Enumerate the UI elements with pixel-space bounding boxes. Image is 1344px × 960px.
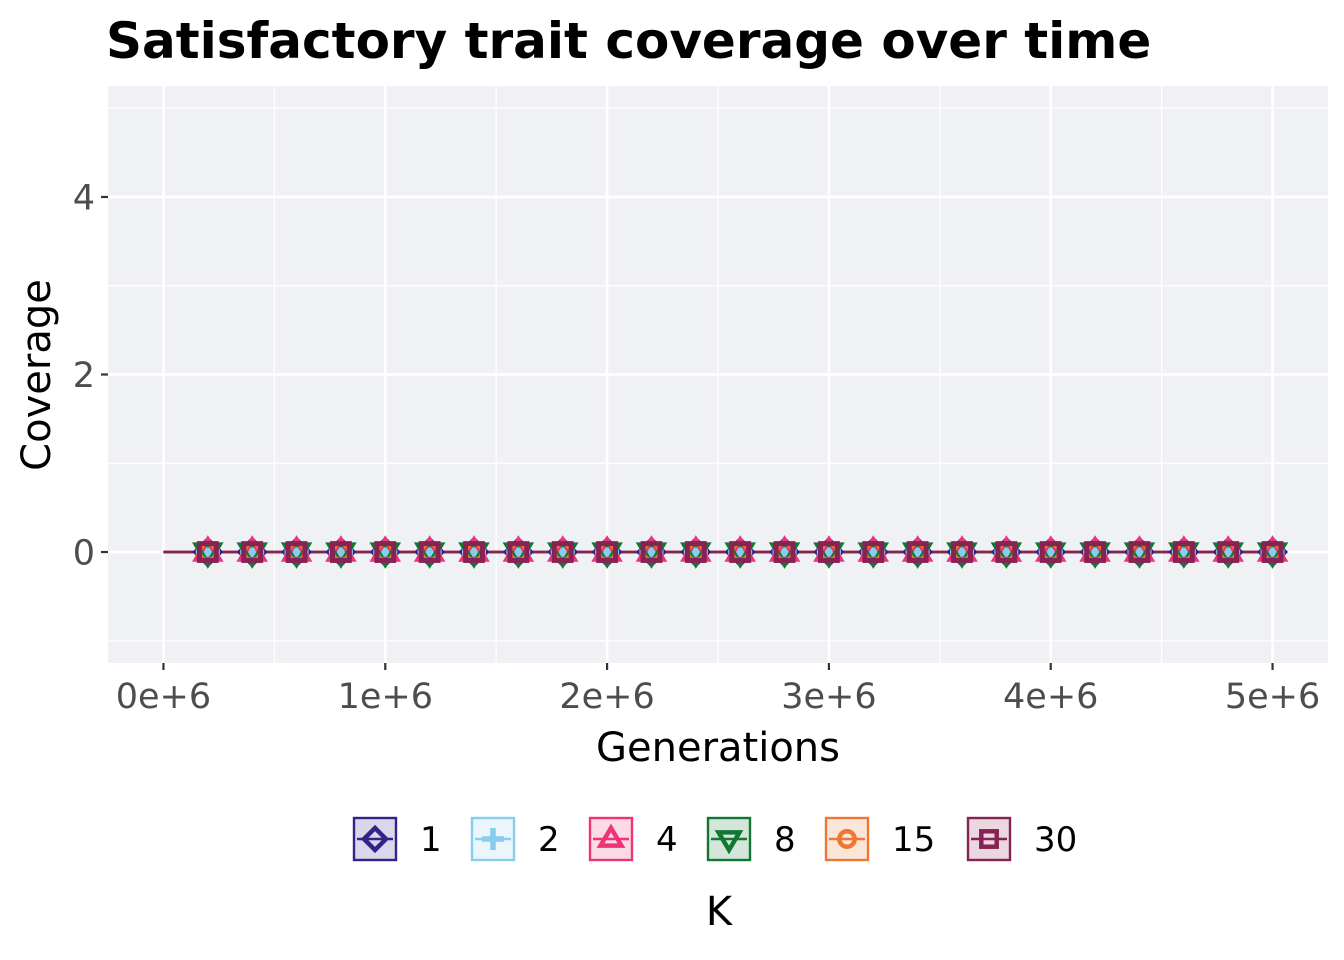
data-point-k30 [773, 541, 796, 563]
legend: 1 2 4 8 15 30 [352, 816, 1077, 862]
x-tick-label: 4e+6 [1003, 677, 1098, 717]
legend-title: K [706, 889, 734, 935]
data-point-k30 [818, 541, 840, 563]
legend-label: 8 [774, 820, 796, 860]
data-point-k30 [463, 541, 485, 563]
legend-item-k30: 30 [966, 816, 1077, 862]
data-point-k30 [1039, 541, 1062, 563]
data-point-k30 [906, 541, 929, 563]
data-point-k30 [1261, 541, 1284, 563]
data-point-k30 [684, 541, 707, 563]
chart-title: Satisfactory trait coverage over time [106, 12, 1151, 70]
x-tick-label: 5e+6 [1225, 677, 1320, 717]
legend-label: 1 [420, 820, 442, 860]
y-tick-label: 2 [73, 356, 95, 396]
legend-label: 4 [656, 820, 678, 860]
y-tick-label: 0 [73, 534, 95, 574]
data-point-k30 [374, 541, 397, 563]
x-axis-title: Generations [596, 725, 840, 771]
legend-label: 2 [538, 820, 560, 860]
x-tick-label: 1e+6 [338, 677, 433, 717]
data-point-k30 [640, 541, 663, 563]
data-point-k30 [995, 541, 1018, 563]
y-tick-label: 4 [73, 178, 95, 218]
data-point-k30 [330, 541, 352, 563]
data-point-k30 [729, 541, 752, 563]
x-tick-label: 3e+6 [781, 677, 876, 717]
legend-item-k1: 1 [352, 816, 442, 862]
data-point-k30 [596, 541, 618, 563]
data-point-k30 [1128, 541, 1151, 563]
legend-item-k4: 4 [588, 816, 678, 862]
data-point-k30 [951, 541, 973, 563]
data-point-k30 [1217, 541, 1240, 563]
data-point-k30 [507, 541, 530, 563]
x-axis: 0e+6 1e+6 2e+6 3e+6 4e+6 5e+6 [116, 663, 1320, 717]
data-point-k30 [862, 541, 885, 563]
data-point-k30 [1084, 541, 1106, 563]
legend-label: 30 [1034, 820, 1077, 860]
legend-item-k15: 15 [824, 816, 935, 862]
data-point-k30 [285, 541, 308, 563]
data-point-k30 [241, 541, 264, 563]
x-tick-label: 2e+6 [559, 677, 654, 717]
x-tick-label: 0e+6 [116, 677, 211, 717]
y-axis-title: Coverage [14, 279, 60, 471]
data-point-k30 [551, 541, 574, 563]
data-point-k30 [196, 541, 219, 563]
legend-label: 15 [892, 820, 935, 860]
data-point-k30 [418, 541, 441, 563]
data-point-k30 [1172, 541, 1195, 563]
y-axis: 0 2 4 [73, 178, 108, 574]
legend-item-k2: 2 [470, 816, 560, 862]
data-points [192, 535, 1289, 569]
legend-item-k8: 8 [706, 816, 796, 862]
